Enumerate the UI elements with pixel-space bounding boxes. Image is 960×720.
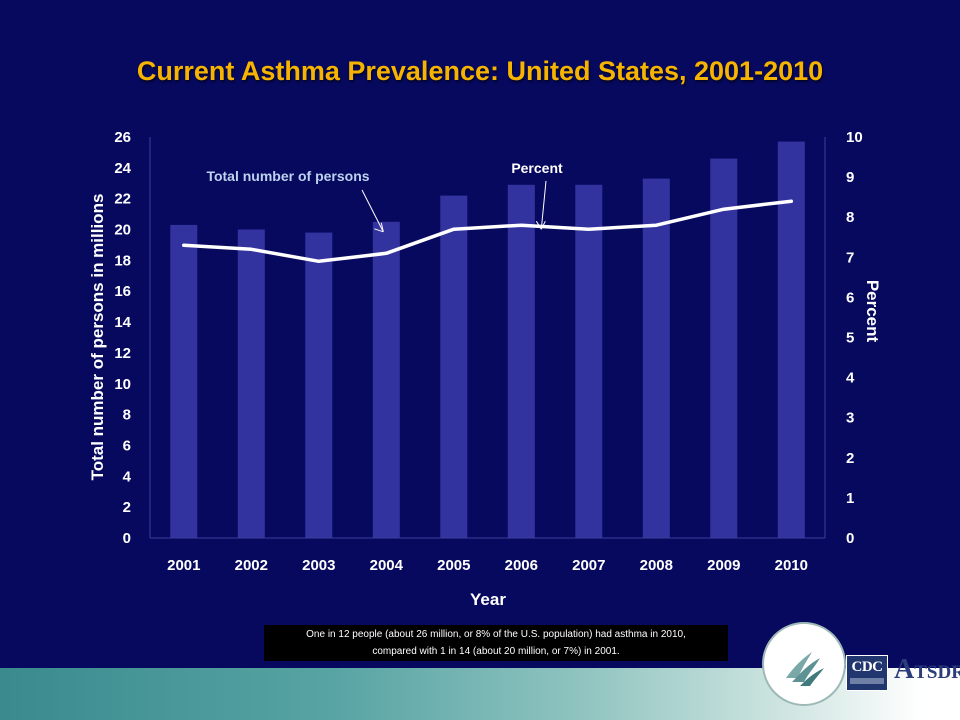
y-axis-right-title: Percent [863,280,882,343]
y-tick-left-18: 18 [114,252,131,269]
annotation-line-arrowhead [535,220,546,230]
y-tick-left-8: 8 [123,407,131,424]
y-tick-right-9: 9 [846,169,854,186]
y-tick-right-3: 3 [846,410,854,427]
caption-line-2: compared with 1 in 14 (about 20 million,… [372,646,620,657]
bars-layer [170,141,805,539]
y-tick-left-2: 2 [123,499,131,516]
y-tick-right-1: 1 [846,490,854,507]
y-tick-left-4: 4 [123,468,132,485]
x-tick-2003: 2003 [302,557,335,574]
x-tick-2002: 2002 [235,557,268,574]
bar-2001 [170,224,198,538]
y-tick-right-5: 5 [846,330,854,347]
cdc-logo-text: CDC [851,659,884,675]
percent-line [182,199,794,264]
y-tick-right-10: 10 [846,129,863,146]
annotation-line-arrow [540,180,547,230]
bar-2009 [710,158,738,538]
atsdr-logo-initial: A [894,654,915,685]
eagle-profile-icon [786,652,824,686]
line-layer [182,199,794,264]
y-tick-left-22: 22 [114,191,131,208]
x-tick-2004: 2004 [370,557,404,574]
y-tick-left-0: 0 [123,530,131,547]
bar-2006 [507,184,535,539]
y-tick-left-26: 26 [114,129,131,146]
y-tick-right-0: 0 [846,530,854,547]
caption-line-1: One in 12 people (about 26 million, or 8… [306,629,686,640]
bar-2008 [642,178,670,538]
caption-box: One in 12 people (about 26 million, or 8… [264,625,728,661]
cdc-logo-subbar [850,678,884,684]
x-tick-2009: 2009 [707,557,740,574]
y-tick-left-10: 10 [114,376,131,393]
bar-2010 [777,141,805,538]
bar-2007 [575,184,603,539]
y-axis-left-title: Total number of persons in millions [88,194,107,481]
hhs-seal-logo [762,622,846,706]
annotation-bars-label: Total number of persons [206,168,369,184]
x-tick-2007: 2007 [572,557,605,574]
x-tick-2001: 2001 [167,557,200,574]
atsdr-logo: ATSDR [894,654,960,688]
x-tick-2010: 2010 [775,557,808,574]
y-tick-left-16: 16 [114,283,131,300]
bar-2002 [237,229,265,538]
x-tick-2005: 2005 [437,557,470,574]
y-tick-right-8: 8 [846,209,854,226]
y-tick-right-2: 2 [846,450,854,467]
chart-title: Current Asthma Prevalence: United States… [136,56,824,86]
bar-2005 [440,195,468,538]
annotation-bars-arrowhead [374,222,384,233]
y-tick-left-24: 24 [114,160,131,177]
y-tick-right-6: 6 [846,289,854,306]
x-tick-2006: 2006 [505,557,538,574]
y-tick-left-6: 6 [123,438,131,455]
atsdr-logo-rest: TSDR [914,662,960,683]
y-tick-left-14: 14 [114,314,131,331]
bar-2004 [372,221,400,539]
annotation-layer: Total number of persons Percent [206,160,563,233]
annotation-bars-arrow [361,189,384,233]
x-tick-2008: 2008 [640,557,673,574]
y-tick-left-20: 20 [114,222,131,239]
annotation-line-label: Percent [511,160,563,176]
bar-2003 [305,232,333,538]
y-tick-right-7: 7 [846,249,854,266]
cdc-logo: CDC [846,655,888,691]
y-tick-left-12: 12 [114,345,131,362]
y-tick-right-4: 4 [846,370,855,387]
x-axis-title: Year [470,590,506,609]
